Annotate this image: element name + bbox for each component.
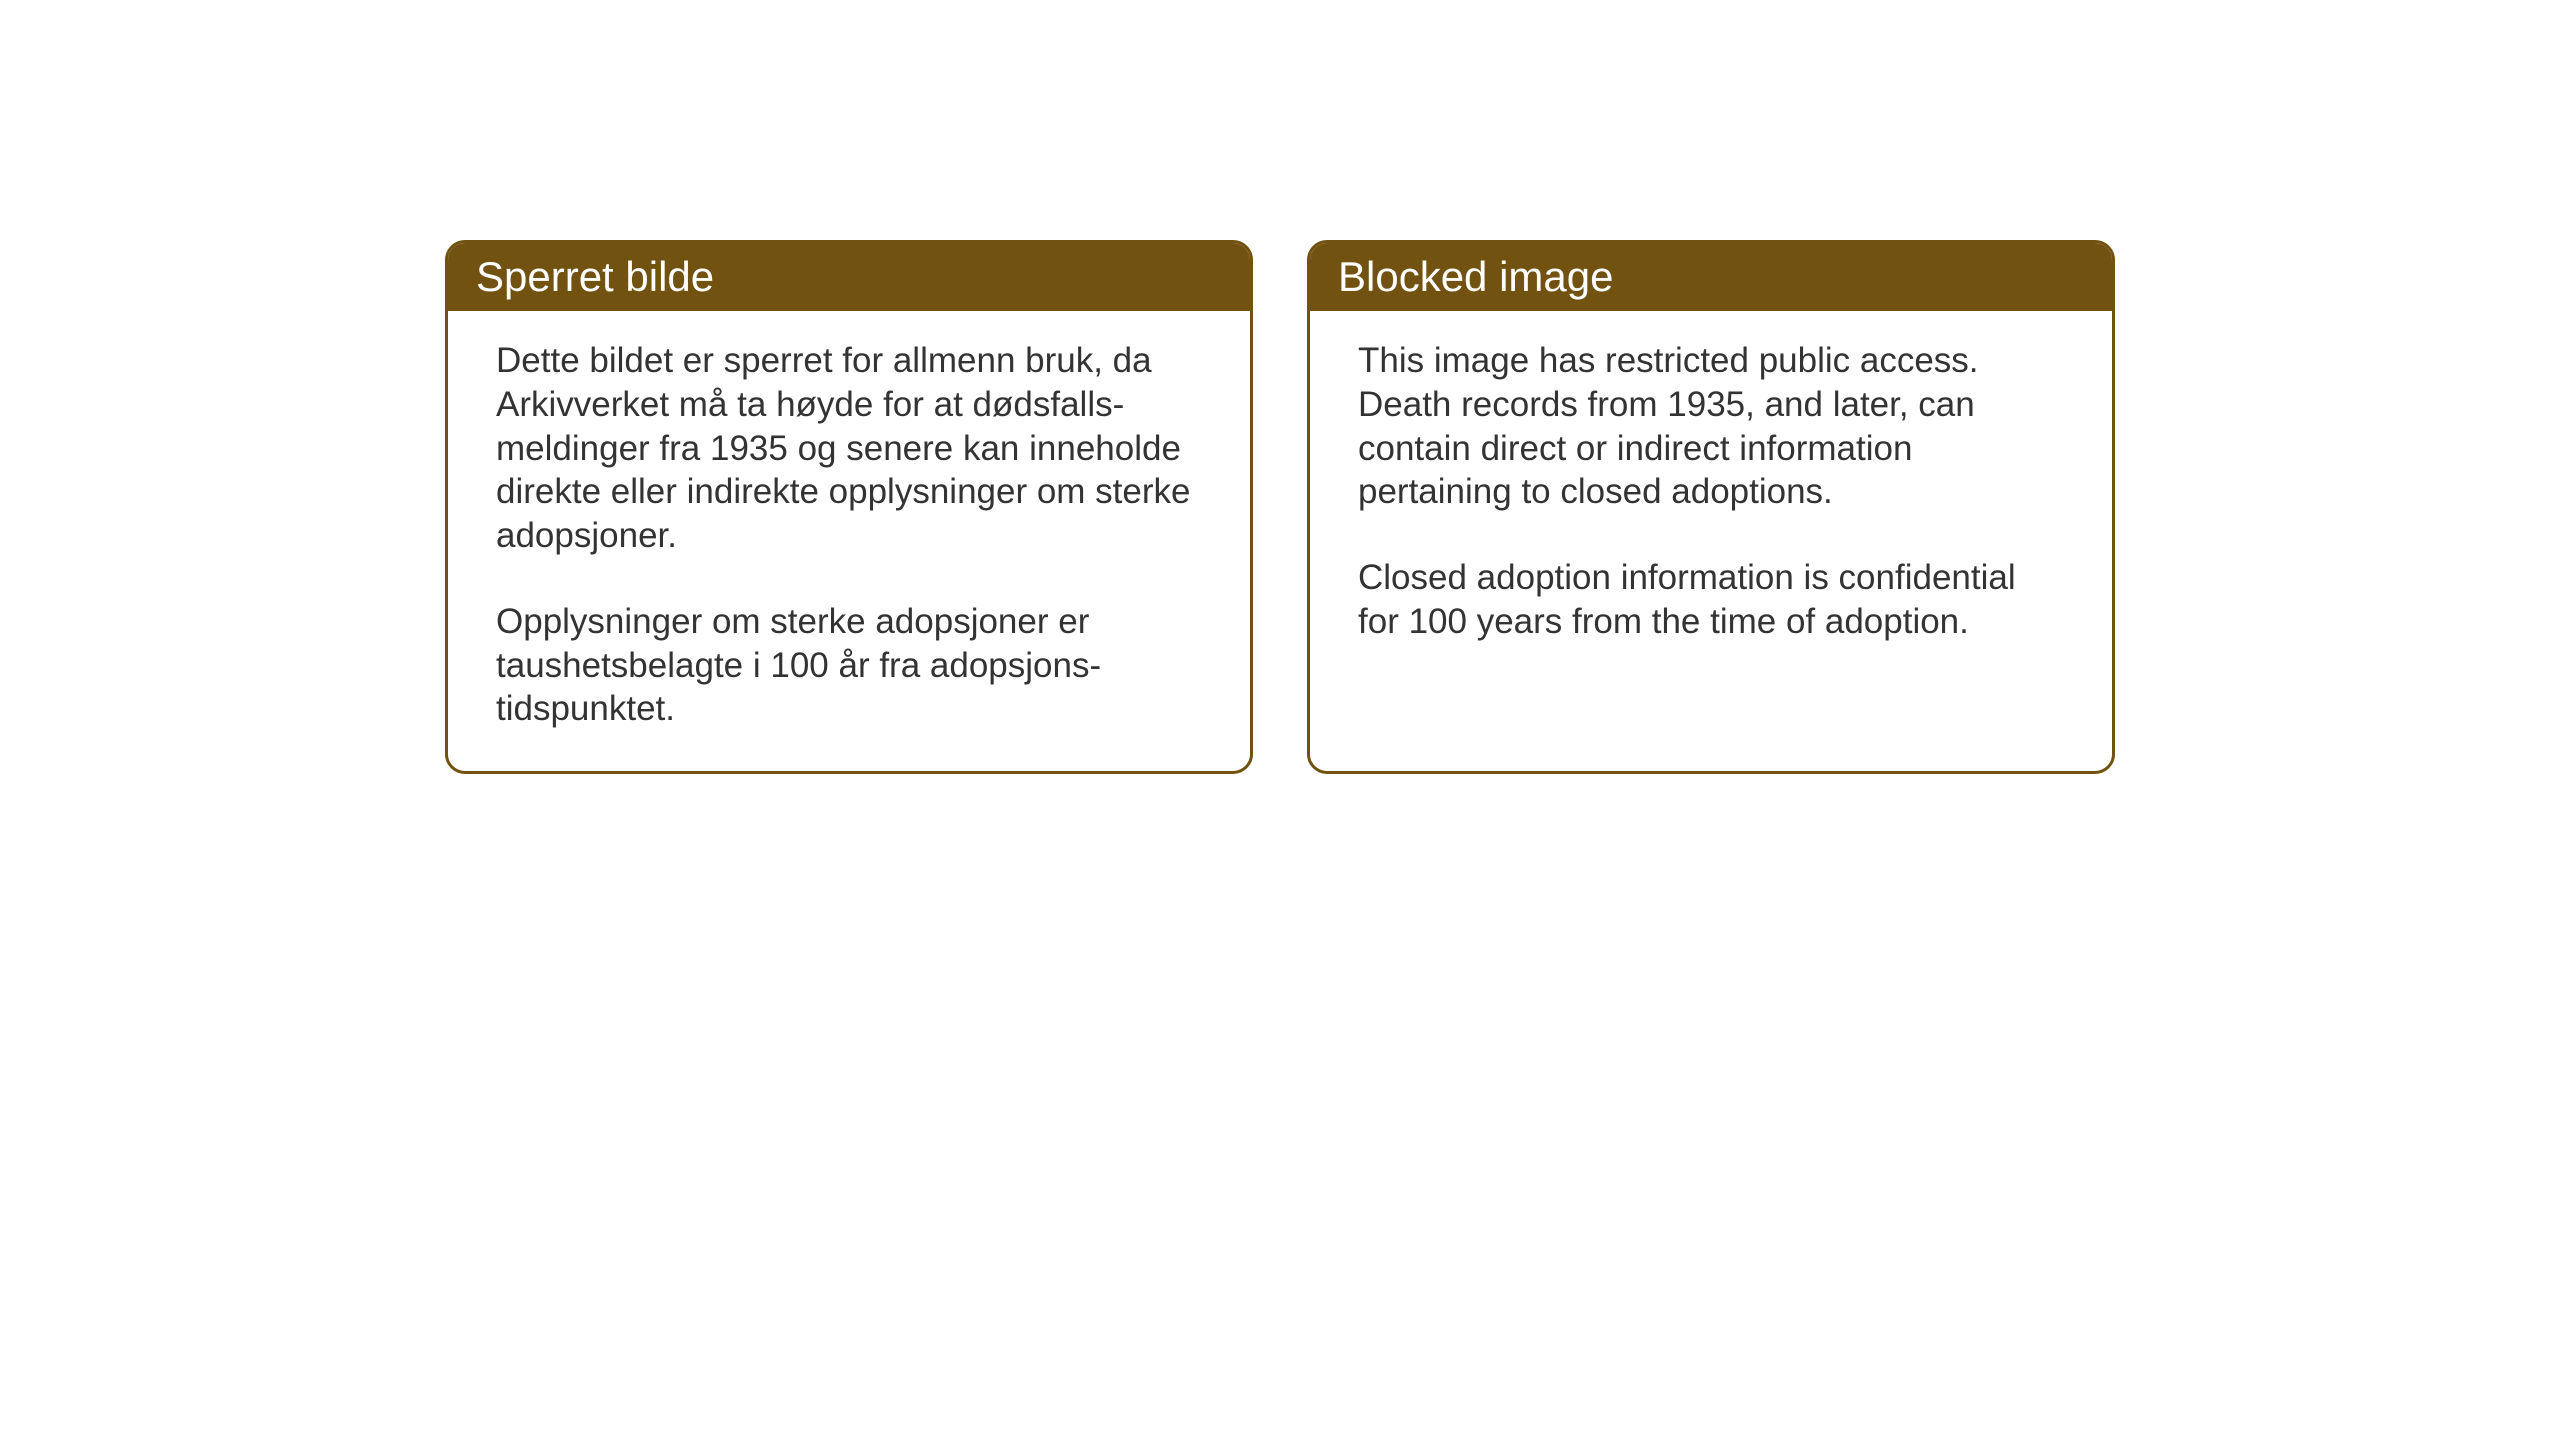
card-english: Blocked image This image has restricted …: [1307, 240, 2115, 774]
paragraph-norwegian-1: Dette bildet er sperret for allmenn bruk…: [496, 339, 1202, 558]
paragraph-english-1: This image has restricted public access.…: [1358, 339, 2064, 514]
card-title-norwegian: Sperret bilde: [476, 253, 714, 300]
cards-container: Sperret bilde Dette bildet er sperret fo…: [445, 240, 2115, 774]
card-body-english: This image has restricted public access.…: [1310, 311, 2112, 684]
card-header-english: Blocked image: [1310, 243, 2112, 311]
card-title-english: Blocked image: [1338, 253, 1613, 300]
paragraph-norwegian-2: Opplysninger om sterke adopsjoner er tau…: [496, 600, 1202, 731]
card-norwegian: Sperret bilde Dette bildet er sperret fo…: [445, 240, 1253, 774]
paragraph-english-2: Closed adoption information is confident…: [1358, 556, 2064, 644]
card-header-norwegian: Sperret bilde: [448, 243, 1250, 311]
card-body-norwegian: Dette bildet er sperret for allmenn bruk…: [448, 311, 1250, 771]
